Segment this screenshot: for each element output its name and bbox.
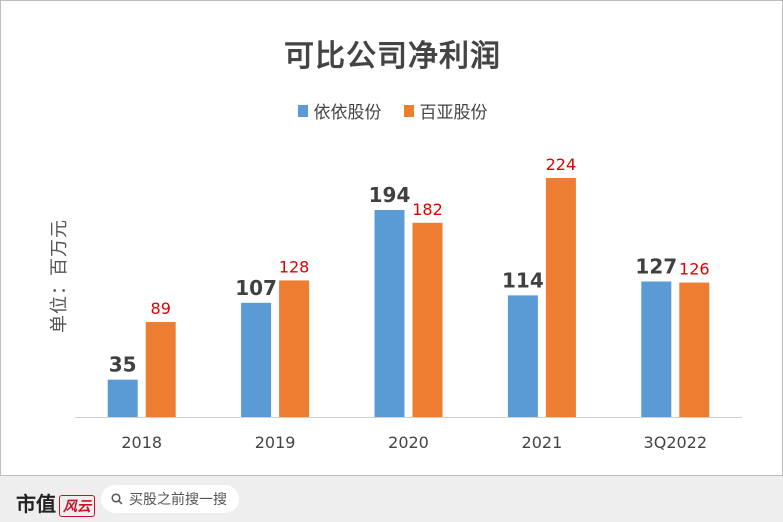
x-tick-label-2020: 2020 <box>388 433 429 452</box>
bar-series-1-3Q2022 <box>641 281 672 417</box>
x-tick-label-2021: 2021 <box>522 433 563 452</box>
x-tick-label-2019: 2019 <box>255 433 296 452</box>
x-tick-label-3Q2022: 3Q2022 <box>644 433 708 452</box>
data-label-series-1-2018: 35 <box>109 353 137 377</box>
legend-label-series-2: 百亚股份 <box>419 103 488 123</box>
x-tick-label-2018: 2018 <box>121 433 162 452</box>
data-label-series-2-2019: 128 <box>279 257 310 276</box>
bar-series-1-2019 <box>241 302 272 417</box>
data-label-series-2-3Q2022: 126 <box>679 260 710 279</box>
bar-series-1-2020 <box>374 210 405 417</box>
search-icon <box>111 493 123 505</box>
bar-series-2-3Q2022 <box>679 282 710 417</box>
search-box[interactable]: 买股之前搜一搜 <box>101 485 239 513</box>
data-label-series-1-2020: 194 <box>369 183 411 207</box>
data-label-series-2-2020: 182 <box>412 200 443 219</box>
bar-series-2-2021 <box>545 178 576 417</box>
footer-bar: 市值 风云 买股之前搜一搜 <box>0 476 783 522</box>
bar-series-2-2020 <box>412 222 443 417</box>
bar-series-1-2018 <box>107 379 138 417</box>
legend-swatch-series-1 <box>297 104 308 117</box>
legend-swatch-series-2 <box>403 104 414 117</box>
data-label-series-2-2018: 89 <box>151 299 171 318</box>
search-placeholder: 买股之前搜一搜 <box>129 492 227 508</box>
brand-logo: 市值 风云 <box>16 488 95 517</box>
data-label-series-1-3Q2022: 127 <box>635 254 677 278</box>
chart-title: 可比公司净利润 <box>284 39 501 74</box>
bar-series-1-2021 <box>507 295 538 417</box>
bar-series-2-2018 <box>145 322 176 417</box>
data-label-series-1-2019: 107 <box>235 276 277 300</box>
brand-logo-text: 市值 <box>16 492 56 516</box>
data-label-series-2-2021: 224 <box>546 155 577 174</box>
bar-series-2-2019 <box>279 280 310 417</box>
legend-item-series-1: 依依股份 <box>297 98 382 123</box>
legend-item-series-2: 百亚股份 <box>403 98 488 123</box>
chart-legend: 依依股份 百亚股份 <box>1 98 783 123</box>
data-label-series-1-2021: 114 <box>502 268 544 292</box>
brand-logo-mark: 风云 <box>59 494 95 517</box>
legend-label-series-1: 依依股份 <box>313 103 382 123</box>
